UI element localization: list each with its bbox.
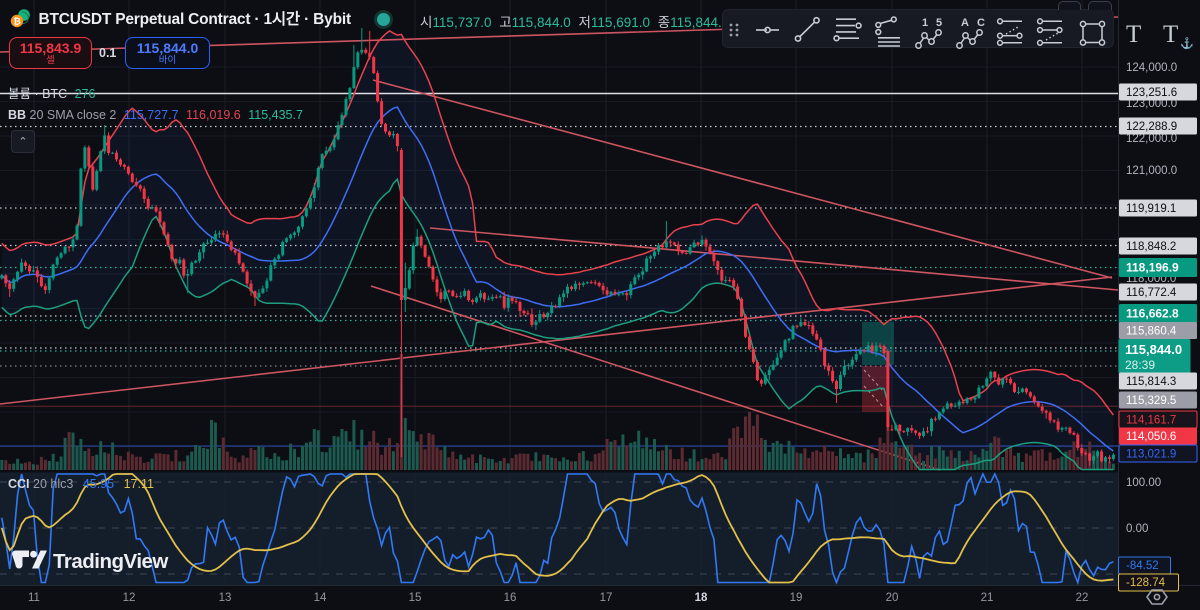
svg-text:115,844.0: 115,844.0 (1125, 342, 1182, 357)
svg-text:114,161.7: 114,161.7 (1126, 415, 1176, 427)
svg-text:123,000.0: 123,000.0 (1126, 98, 1177, 110)
svg-text:⚓: ⚓ (1180, 37, 1194, 49)
svg-text:115,860.4: 115,860.4 (1126, 326, 1177, 338)
svg-text:A: A (961, 17, 969, 29)
svg-text:20: 20 (886, 592, 899, 604)
svg-text:113,021.9: 113,021.9 (1126, 449, 1176, 461)
svg-text:100.00: 100.00 (1126, 477, 1161, 489)
svg-text:116,662.8: 116,662.8 (1126, 307, 1179, 321)
svg-text:28:39: 28:39 (1125, 358, 1155, 372)
svg-text:T: T (1163, 21, 1178, 48)
svg-text:C: C (977, 17, 985, 29)
svg-text:124,000.0: 124,000.0 (1126, 62, 1177, 74)
svg-text:17: 17 (600, 592, 613, 604)
svg-text:19: 19 (790, 592, 803, 604)
svg-text:114,050.6: 114,050.6 (1126, 431, 1176, 443)
svg-text:11: 11 (28, 592, 40, 604)
svg-text:13: 13 (219, 592, 232, 604)
svg-text:18: 18 (695, 592, 708, 604)
svg-text:118,848.2: 118,848.2 (1126, 241, 1176, 253)
svg-text:121,000.0: 121,000.0 (1126, 165, 1177, 177)
svg-text:16: 16 (504, 592, 517, 604)
svg-text:21: 21 (981, 592, 994, 604)
svg-text:118,196.9: 118,196.9 (1126, 261, 1179, 275)
svg-text:116,772.4: 116,772.4 (1126, 287, 1177, 299)
svg-text:15: 15 (409, 592, 422, 604)
svg-text:0.00: 0.00 (1126, 523, 1148, 535)
svg-text:22: 22 (1076, 592, 1089, 604)
svg-text:115,814.3: 115,814.3 (1126, 376, 1176, 388)
svg-text:₿: ₿ (13, 17, 20, 27)
svg-text:-84.52: -84.52 (1126, 560, 1159, 572)
svg-text:122,000.0: 122,000.0 (1126, 133, 1177, 145)
svg-text:14: 14 (314, 592, 327, 604)
svg-text:-128.74: -128.74 (1126, 577, 1166, 589)
svg-text:119,919.1: 119,919.1 (1126, 203, 1176, 215)
svg-text:122,288.9: 122,288.9 (1126, 121, 1177, 133)
svg-text:123,251.6: 123,251.6 (1126, 87, 1177, 99)
svg-text:115,329.5: 115,329.5 (1126, 395, 1176, 407)
svg-text:TradingView: TradingView (53, 550, 168, 573)
svg-text:12: 12 (123, 592, 136, 604)
svg-text:5: 5 (936, 17, 942, 29)
svg-text:T: T (1126, 21, 1141, 48)
svg-text:1: 1 (922, 17, 928, 29)
